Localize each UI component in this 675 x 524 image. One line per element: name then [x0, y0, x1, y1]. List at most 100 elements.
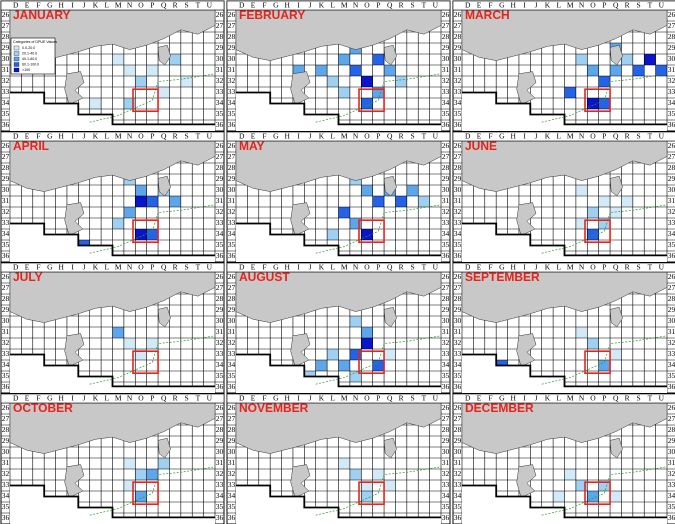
column-label: P: [150, 1, 154, 10]
column-label: O: [138, 394, 144, 403]
column-label: O: [590, 132, 596, 141]
column-label: D: [13, 1, 19, 10]
column-label: M: [567, 263, 574, 272]
header-bg: [226, 393, 451, 404]
column-label: F: [262, 132, 266, 141]
column-label: J: [309, 394, 312, 403]
month-name: FEBRUARY: [239, 8, 305, 22]
study-box: [584, 88, 611, 112]
column-label: S: [184, 394, 188, 403]
column-label: I: [523, 263, 526, 272]
row-label: 28: [228, 294, 236, 303]
outside-area: [10, 92, 215, 131]
dpue-cell: [598, 76, 611, 87]
row-label: 31: [668, 65, 675, 74]
row-label: 34: [2, 360, 10, 369]
row-label: 35: [216, 371, 224, 380]
column-label: F: [488, 263, 492, 272]
dpue-cell: [418, 196, 430, 207]
column-label: N: [127, 132, 133, 141]
month-name: APRIL: [13, 139, 49, 153]
column-label: G: [499, 1, 505, 10]
route: [89, 73, 216, 123]
row-label: 33: [442, 218, 450, 227]
column-label: P: [376, 1, 380, 10]
island: [290, 333, 311, 367]
column-label: G: [47, 263, 53, 272]
study-box: [584, 219, 611, 243]
row-label: 35: [228, 109, 236, 118]
row-label: 33: [442, 349, 450, 358]
column-label: R: [399, 132, 404, 141]
row-label: 31: [454, 327, 462, 336]
row-label: 30: [442, 185, 450, 194]
row-label: 33: [454, 218, 462, 227]
column-label: S: [410, 394, 414, 403]
column-label: N: [127, 263, 133, 272]
column-label: I: [523, 394, 526, 403]
dpue-cell: [135, 469, 147, 480]
row-label: 28: [668, 163, 675, 172]
row-label: 26: [668, 10, 675, 19]
dpue-cell: [146, 338, 159, 349]
row-label: 35: [216, 502, 224, 511]
row-label: 27: [454, 283, 462, 292]
row-label: 35: [216, 240, 224, 249]
row-label: 26: [442, 403, 450, 412]
row-label: 27: [442, 21, 450, 30]
column-label: N: [353, 394, 359, 403]
study-box: [132, 350, 159, 375]
row-label: 34: [442, 360, 450, 369]
column-label: E: [25, 263, 30, 272]
row-label: 29: [2, 43, 10, 52]
column-label: Q: [387, 394, 393, 403]
row-label: 28: [454, 32, 462, 41]
row-label: 28: [216, 294, 224, 303]
column-label: D: [239, 394, 245, 403]
dpue-cell: [361, 491, 373, 502]
column-label: H: [511, 1, 517, 10]
row-label: 28: [442, 294, 450, 303]
row-label: 34: [454, 229, 462, 238]
row-label: 27: [228, 283, 236, 292]
row-label: 32: [2, 469, 10, 478]
column-label: L: [105, 394, 110, 403]
island: [609, 175, 623, 197]
dpue-cell: [135, 349, 147, 360]
boundary: [462, 222, 667, 257]
row-label: 32: [668, 338, 675, 347]
boundary: [462, 353, 667, 388]
row-label: 28: [668, 32, 675, 41]
column-label: G: [273, 263, 279, 272]
column-label: D: [465, 394, 471, 403]
island: [609, 437, 623, 459]
column-label: R: [625, 132, 630, 141]
column-label: U: [659, 263, 665, 272]
row-label: 27: [228, 21, 236, 30]
header-bg: [0, 262, 225, 273]
row-label: 33: [454, 480, 462, 489]
row-label: 27: [2, 152, 10, 161]
row-label: 34: [668, 360, 675, 369]
dpue-cell: [349, 371, 362, 382]
dpue-cell: [598, 98, 611, 109]
land: [235, 271, 442, 323]
column-label: P: [376, 263, 380, 272]
row-label: 28: [228, 163, 236, 172]
row-label: 27: [454, 21, 462, 30]
column-label: L: [331, 132, 336, 141]
column-label: H: [285, 263, 291, 272]
row-label: 28: [668, 425, 675, 434]
row-label: 30: [442, 54, 450, 63]
column-label: U: [433, 1, 439, 10]
row-label: 35: [228, 502, 236, 511]
row-label: 30: [2, 54, 10, 63]
column-label: M: [115, 132, 122, 141]
row-label: 26: [454, 10, 462, 19]
dpue-cell: [575, 185, 588, 196]
dpue-cell: [315, 65, 328, 76]
column-label: U: [207, 132, 213, 141]
column-label: E: [251, 132, 256, 141]
row-label: 27: [216, 152, 224, 161]
